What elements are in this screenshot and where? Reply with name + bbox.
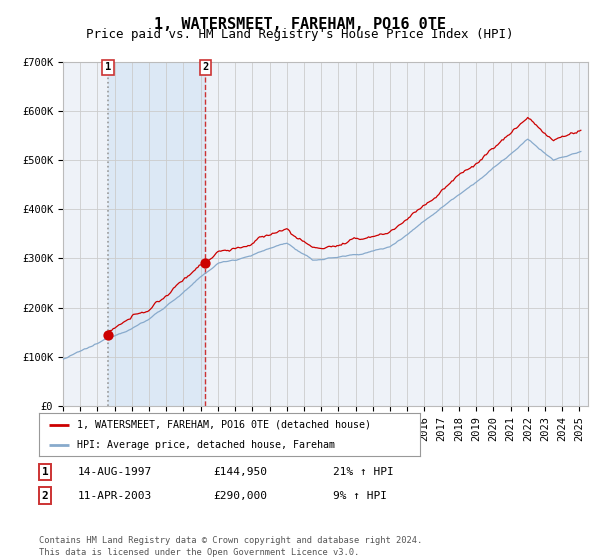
Point: [200, 259, 210, 268]
Text: 21% ↑ HPI: 21% ↑ HPI: [333, 467, 394, 477]
Bar: [108, 62, 205, 406]
Text: 9% ↑ HPI: 9% ↑ HPI: [333, 491, 387, 501]
Point: [103, 330, 113, 339]
Text: 1, WATERSMEET, FAREHAM, PO16 0TE: 1, WATERSMEET, FAREHAM, PO16 0TE: [154, 17, 446, 32]
Text: 14-AUG-1997: 14-AUG-1997: [78, 467, 152, 477]
Text: £144,950: £144,950: [213, 467, 267, 477]
Text: 2: 2: [202, 62, 208, 72]
Text: 1, WATERSMEET, FAREHAM, PO16 0TE (detached house): 1, WATERSMEET, FAREHAM, PO16 0TE (detach…: [77, 419, 371, 430]
Text: 1: 1: [105, 62, 111, 72]
Text: 1: 1: [41, 467, 49, 477]
Text: Price paid vs. HM Land Registry's House Price Index (HPI): Price paid vs. HM Land Registry's House …: [86, 28, 514, 41]
Text: £290,000: £290,000: [213, 491, 267, 501]
Text: HPI: Average price, detached house, Fareham: HPI: Average price, detached house, Fare…: [77, 440, 335, 450]
Text: 2: 2: [41, 491, 49, 501]
Text: Contains HM Land Registry data © Crown copyright and database right 2024.
This d: Contains HM Land Registry data © Crown c…: [39, 536, 422, 557]
Text: 11-APR-2003: 11-APR-2003: [78, 491, 152, 501]
